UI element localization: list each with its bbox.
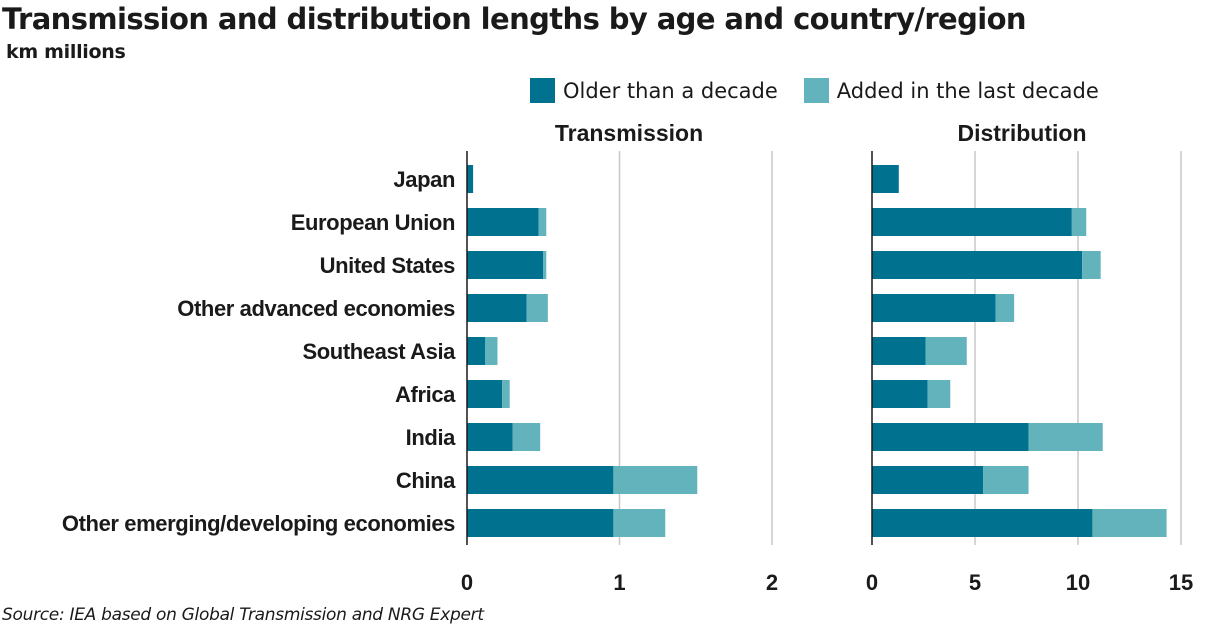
bar-older	[872, 294, 996, 322]
bar-older	[467, 380, 503, 408]
bar-added	[1082, 251, 1101, 279]
category-label: India	[406, 425, 457, 450]
tick-label: 1	[613, 570, 625, 595]
tick-label: 0	[461, 570, 473, 595]
bar-older	[872, 466, 984, 494]
category-label: Southeast Asia	[302, 339, 456, 364]
bar-older	[467, 509, 614, 537]
bar-older	[467, 251, 544, 279]
chart-title: Transmission and distribution lengths by…	[2, 2, 1027, 36]
bar-older	[467, 294, 527, 322]
bar-added	[927, 380, 951, 408]
category-label: European Union	[291, 210, 455, 235]
bar-added	[485, 337, 498, 365]
category-label: Other advanced economies	[177, 296, 455, 321]
panel-title: Transmission	[555, 120, 703, 146]
legend-item-added: Added in the last decade	[803, 78, 1099, 103]
bar-older	[872, 509, 1093, 537]
tick-label: 2	[766, 570, 778, 595]
bar-added	[512, 423, 541, 451]
bar-added	[1028, 423, 1103, 451]
bar-added	[1092, 509, 1167, 537]
legend-label-added: Added in the last decade	[836, 78, 1099, 103]
bar-added	[983, 466, 1029, 494]
bar-older	[872, 208, 1072, 236]
tick-label: 0	[866, 570, 878, 595]
bar-added	[613, 509, 666, 537]
legend-swatch-older	[530, 78, 555, 103]
bar-older	[467, 208, 539, 236]
bar-older	[467, 423, 513, 451]
category-label: China	[396, 468, 456, 493]
category-label: Africa	[395, 382, 456, 407]
bar-older	[872, 337, 926, 365]
bar-added	[538, 208, 547, 236]
bar-older	[467, 466, 614, 494]
legend-item-older: Older than a decade	[530, 78, 778, 103]
bar-older	[872, 251, 1083, 279]
bar-added	[925, 337, 967, 365]
legend-label-older: Older than a decade	[563, 78, 778, 103]
bar-added	[995, 294, 1015, 322]
bar-older	[467, 165, 474, 193]
bar-older	[467, 337, 486, 365]
bar-added	[543, 251, 547, 279]
legend-swatch-added	[803, 78, 829, 103]
tick-label: 10	[1066, 570, 1090, 595]
bar-older	[872, 423, 1029, 451]
panel-title: Distribution	[957, 120, 1086, 146]
category-label: United States	[320, 253, 456, 278]
chart-subtitle: km millions	[6, 41, 126, 63]
bar-older	[872, 165, 899, 193]
bar-added	[613, 466, 698, 494]
source-note: Source: IEA based on Global Transmission…	[2, 605, 484, 625]
bar-added	[1071, 208, 1087, 236]
category-label: Japan	[393, 167, 455, 192]
tick-label: 15	[1169, 570, 1193, 595]
bar-added	[502, 380, 510, 408]
bar-older	[872, 380, 928, 408]
bar-added	[526, 294, 548, 322]
category-label: Other emerging/developing economies	[62, 511, 455, 536]
tick-label: 5	[969, 570, 981, 595]
legend: Older than a decade Added in the last de…	[530, 78, 1125, 103]
